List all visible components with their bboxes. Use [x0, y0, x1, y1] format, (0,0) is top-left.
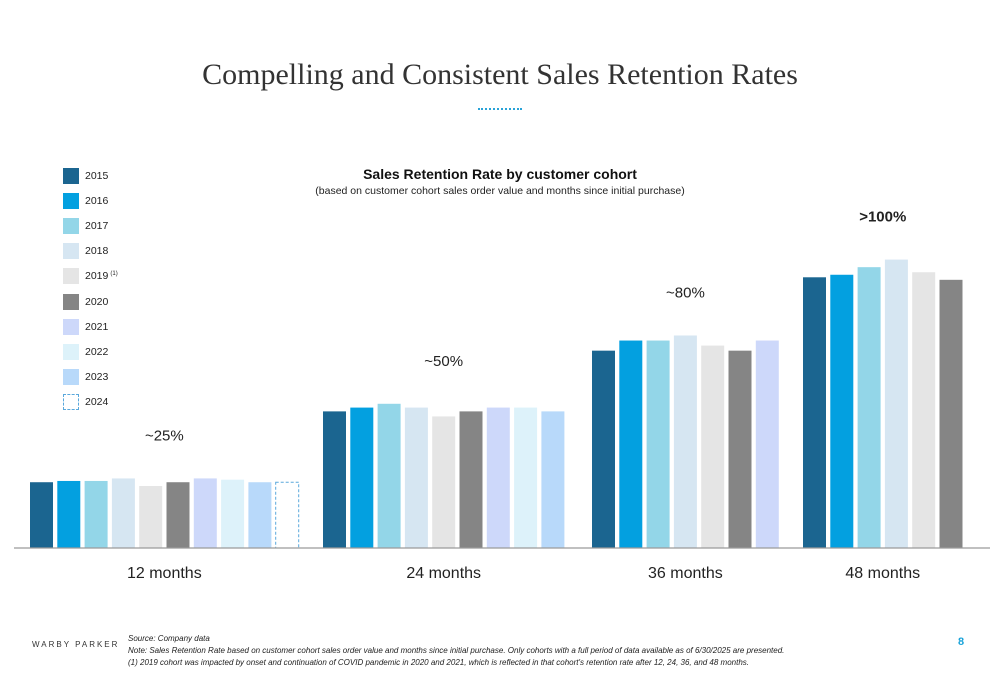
- bar-2015-2: [592, 350, 615, 548]
- legend-item-2024: 2024: [63, 390, 118, 415]
- legend-item-2022: 2022: [63, 339, 118, 364]
- legend-swatch: [63, 243, 79, 260]
- bar-2020-2: [728, 350, 752, 548]
- bar-2023-1: [541, 411, 565, 548]
- legend-item-2018: 2018: [63, 239, 118, 264]
- bar-2020-1: [459, 411, 483, 548]
- legend-swatch: [63, 343, 79, 360]
- legend-swatch: [63, 394, 79, 411]
- legend-swatch: [63, 268, 79, 285]
- bar-2021-0: [193, 478, 217, 548]
- bar-2022-0: [221, 479, 245, 548]
- legend-item-2017: 2017: [63, 213, 118, 238]
- bar-2018-3: [884, 259, 908, 548]
- bar-2016-0: [57, 480, 81, 548]
- bar-2015-1: [323, 411, 346, 548]
- legend-label: 2021: [85, 320, 109, 333]
- bar-2020-0: [166, 482, 190, 548]
- bar-2018-0: [111, 478, 135, 548]
- bar-2023-0: [248, 482, 272, 548]
- group-annotation: >100%: [859, 209, 906, 226]
- covid-footnote: (1) 2019 cohort was impacted by onset an…: [128, 658, 750, 667]
- bar-2016-1: [350, 407, 374, 548]
- legend-label: 2018: [85, 245, 109, 258]
- legend-label: 2023: [85, 371, 109, 384]
- legend-label: 2022: [85, 345, 109, 358]
- x-tick-label: 12 months: [127, 565, 202, 582]
- legend-swatch: [63, 167, 79, 184]
- page-number: 8: [958, 636, 965, 648]
- company-logo: WARBY PARKER: [32, 640, 120, 649]
- bar-2016-3: [830, 274, 854, 548]
- bar-2018-2: [673, 335, 697, 548]
- chart-subtitle: (based on customer cohort sales order va…: [315, 185, 685, 197]
- legend-footnote-marker: (1): [110, 270, 118, 277]
- legend-swatch: [63, 318, 79, 335]
- retention-bar-chart: 12 months ~25% 24 months ~50% 36 months ~80% 4…: [14, 209, 990, 582]
- bar-2020-3: [939, 279, 963, 548]
- legend-item-2021: 2021: [63, 314, 118, 339]
- x-tick-label: 36 months: [648, 565, 723, 582]
- legend-swatch: [63, 293, 79, 310]
- bar-2019-2: [701, 345, 725, 548]
- legend-item-2019: 2019 (1): [63, 264, 118, 289]
- title-dots-divider: [478, 108, 522, 112]
- bar-2019-1: [432, 416, 456, 548]
- bar-2015-0: [30, 482, 53, 548]
- bar-2017-2: [646, 340, 670, 548]
- legend-item-2023: 2023: [63, 365, 118, 390]
- slide-title: Compelling and Consistent Sales Retentio…: [202, 58, 798, 91]
- bar-2015-3: [803, 277, 826, 548]
- source-note: Source: Company data: [128, 634, 210, 643]
- bar-2022-1: [514, 407, 538, 548]
- legend-label: 2020: [85, 295, 109, 308]
- x-tick-label: 24 months: [406, 565, 481, 582]
- legend-label: 2015: [85, 169, 109, 182]
- legend-swatch: [63, 192, 79, 209]
- legend-swatch: [63, 217, 79, 234]
- chart-title: Sales Retention Rate by customer cohort: [363, 166, 637, 182]
- methodology-note: Note: Sales Retention Rate based on cust…: [128, 646, 785, 655]
- legend-item-2020: 2020: [63, 289, 118, 314]
- bar-2021-1: [486, 407, 510, 548]
- bar-2017-0: [84, 480, 108, 548]
- legend-label: 2019 (1): [85, 270, 118, 283]
- legend-swatch: [63, 369, 79, 386]
- bar-2016-2: [619, 340, 643, 548]
- footnotes: Source: Company data Note: Sales Retenti…: [128, 633, 784, 669]
- legend-item-2015: 2015: [63, 163, 118, 188]
- bar-2019-3: [912, 272, 936, 548]
- legend-label: 2016: [85, 194, 109, 207]
- group-annotation: ~25%: [145, 427, 184, 444]
- x-tick-label: 48 months: [845, 565, 920, 582]
- bar-2024-0: [275, 481, 300, 549]
- legend-label: 2024: [85, 396, 109, 409]
- bar-2018-1: [404, 407, 428, 548]
- legend-item-2016: 2016: [63, 188, 118, 213]
- group-annotation: ~50%: [424, 353, 463, 370]
- bar-2017-3: [857, 267, 881, 548]
- legend-label: 2017: [85, 219, 109, 232]
- bar-2019-0: [139, 486, 163, 548]
- bar-2021-2: [755, 340, 779, 548]
- chart-legend: 2015 2016 2017 2018 2019 (1) 2020 2021 2022 2023 2…: [63, 163, 118, 415]
- bar-2017-1: [377, 403, 401, 548]
- group-annotation: ~80%: [666, 284, 705, 301]
